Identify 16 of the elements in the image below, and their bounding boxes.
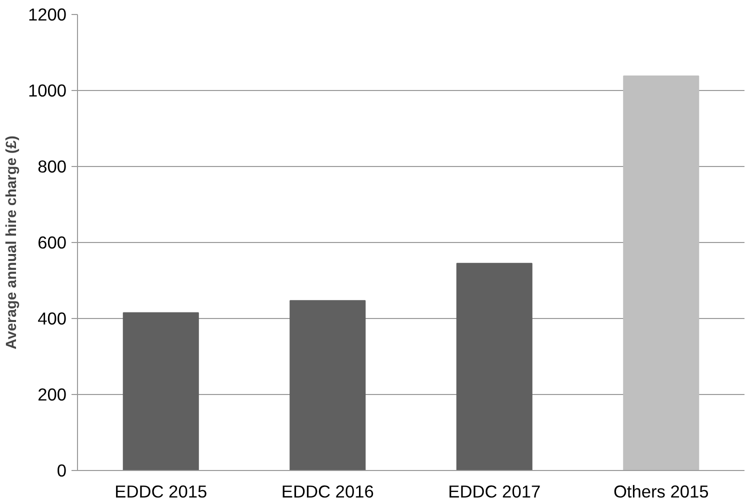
bar [456, 262, 532, 470]
bar [122, 312, 199, 470]
y-tick-label: 0 [56, 460, 67, 480]
x-tick-label: EDDC 2017 [448, 482, 541, 502]
y-tick-label: 400 [38, 308, 67, 328]
x-tick-label: EDDC 2016 [281, 482, 374, 502]
y-tick-label: 600 [38, 232, 67, 252]
bar [623, 76, 700, 470]
y-tick-label: 200 [38, 384, 67, 404]
bar [290, 300, 366, 470]
x-tick-label: Others 2015 [613, 482, 709, 502]
y-tick-label: 800 [38, 156, 67, 176]
y-tick-label: 1200 [28, 4, 67, 24]
x-tick-label: EDDC 2015 [114, 482, 208, 502]
y-tick-label: 1000 [28, 80, 67, 100]
y-axis-title: Average annual hire charge (£) [4, 136, 20, 350]
